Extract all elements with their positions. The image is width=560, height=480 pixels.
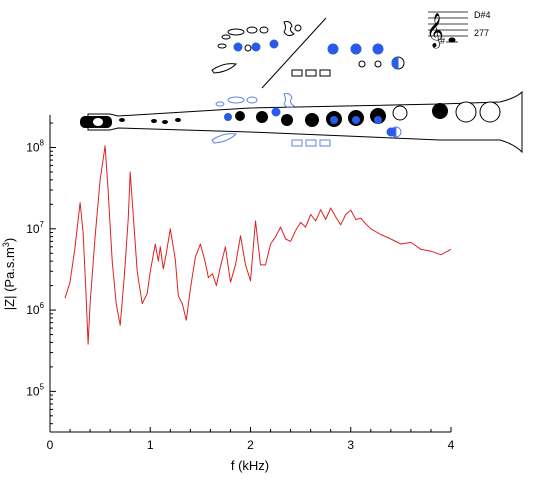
plot-axes [49, 115, 451, 433]
tone-hole-open [392, 105, 408, 121]
tone-hole-closed [256, 111, 268, 123]
tone-hole-closed [233, 42, 243, 52]
overlay-keys [211, 93, 402, 147]
key-small [175, 118, 181, 122]
tone-hole-closed [235, 111, 245, 121]
tone-hole-closed [330, 116, 338, 124]
note-notation: 𝄞 # D#4 277 [426, 10, 491, 49]
y-axis-label: |Z| (Pa.s.m3) [1, 238, 17, 310]
fingering-chart [211, 17, 405, 89]
key-outline [211, 133, 238, 144]
note-name: D#4 [474, 10, 491, 20]
tone-hole-closed [386, 127, 396, 137]
key-small [119, 118, 125, 122]
key-outline [215, 101, 225, 107]
key-outline [283, 21, 295, 37]
key-outline [221, 34, 231, 40]
tone-hole-closed [244, 44, 252, 52]
tone-hole-closed [281, 114, 293, 126]
key-outline [217, 43, 227, 49]
half-hole [391, 56, 399, 70]
key-rect [291, 69, 303, 77]
tone-hole-closed [271, 107, 281, 117]
sharp-sign: # [440, 36, 445, 46]
key-outline [211, 63, 238, 74]
x-tick-label: 4 [448, 438, 455, 452]
key-rect [319, 139, 331, 147]
tone-hole-closed [432, 103, 448, 119]
tone-hole-open [479, 101, 501, 123]
key-rect [291, 139, 303, 147]
note-head [448, 37, 456, 43]
treble-clef-icon: 𝄞 [426, 13, 444, 49]
y-tick-label: 106 [26, 301, 44, 317]
key-rect [305, 139, 317, 147]
instrument-diagram [80, 90, 523, 154]
tone-hole-closed [269, 39, 279, 49]
x-tick-label: 3 [347, 438, 354, 452]
key-outline [294, 24, 302, 32]
ligature [93, 118, 103, 126]
tone-hole-closed [352, 116, 360, 124]
key-rect [305, 69, 317, 77]
y-axis-label-main: |Z| (Pa.s.m [2, 247, 17, 310]
key-outline [259, 26, 269, 34]
x-tick-label: 2 [247, 438, 254, 452]
key-outline [246, 96, 258, 104]
y-axis-label-close: ) [2, 238, 17, 242]
key-small [151, 119, 157, 123]
y-axis-label-sup: 3 [1, 242, 11, 247]
y-ticks: 105 106 107 108 [26, 122, 56, 425]
tone-hole-closed [251, 42, 261, 52]
fingering-number: 277 [474, 28, 489, 38]
key-outline [283, 93, 295, 109]
x-axis-label: f (kHz) [231, 458, 269, 473]
y-tick-label: 108 [26, 139, 44, 155]
x-ticks: 0 1 2 3 4 [47, 427, 455, 452]
tone-hole-closed [350, 43, 362, 55]
key-outline [246, 26, 258, 34]
tone-hole-closed [374, 116, 382, 124]
x-tick-label: 1 [147, 438, 154, 452]
key-rect [319, 69, 331, 77]
separator-line [261, 17, 327, 89]
x-tick-label: 0 [47, 438, 54, 452]
tone-hole-open [455, 101, 477, 123]
key-small [162, 120, 168, 124]
key-outline [227, 96, 245, 104]
tone-hole-closed [327, 43, 339, 55]
tone-hole-closed [372, 43, 384, 55]
instrument-body-outline [87, 90, 523, 154]
tone-hole-open [374, 60, 382, 68]
series-layer [64, 145, 452, 345]
y-tick-label: 107 [26, 220, 44, 236]
key-outline [227, 28, 245, 36]
tone-hole-open [358, 60, 366, 68]
y-tick-label: 105 [26, 382, 44, 398]
tone-hole-closed [224, 113, 232, 121]
impedance-curve [64, 145, 452, 345]
tone-hole-closed [305, 113, 319, 127]
